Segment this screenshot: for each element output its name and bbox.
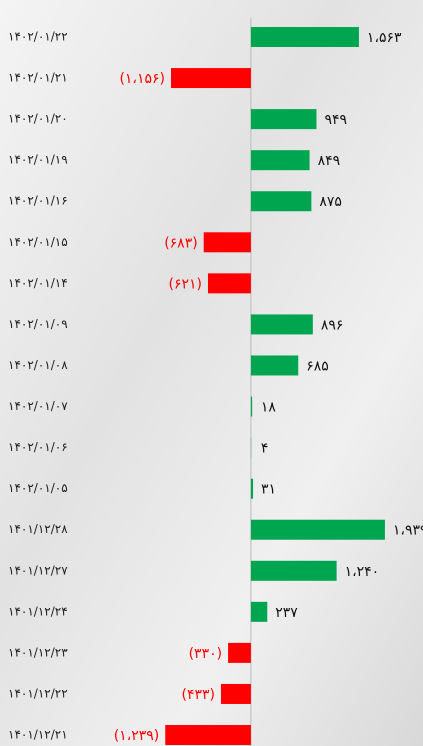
chart: ۱۴۰۲/۰۱/۲۲ ۱،۵۶۳ ۱۴۰۲/۰۱/۲۱ (۱،۱۵۶) ۱۴۰۲/۰۱/… — [0, 0, 423, 746]
category-label: ۱۴۰۲/۰۱/۲۱ — [8, 71, 68, 85]
value-label: ۱،۹۳۹ — [393, 523, 423, 539]
bar — [251, 397, 252, 417]
page: ۱۴۰۲/۰۱/۲۲ ۱،۵۶۳ ۱۴۰۲/۰۱/۲۱ (۱،۱۵۶) ۱۴۰۲/۰۱/… — [0, 0, 423, 746]
category-label: ۱۴۰۱/۱۲/۲۱ — [8, 728, 68, 742]
category-label: ۱۴۰۲/۰۱/۱۴ — [8, 276, 68, 290]
bar — [251, 602, 267, 622]
bar — [171, 68, 251, 88]
category-label: ۱۴۰۱/۱۲/۲۷ — [8, 563, 68, 577]
bar — [251, 520, 385, 540]
category-label: ۱۴۰۲/۰۱/۲۰ — [8, 112, 68, 126]
value-label: (۶۲۱) — [168, 276, 201, 292]
value-label: (۳۳۰) — [189, 646, 222, 662]
category-label: ۱۴۰۲/۰۱/۰۵ — [8, 481, 68, 495]
value-label: ۸۹۶ — [321, 317, 344, 333]
category-label: ۱۴۰۲/۰۱/۱۹ — [8, 153, 68, 167]
value-label: ۶۸۵ — [306, 358, 329, 374]
category-label: ۱۴۰۲/۰۱/۰۸ — [8, 358, 68, 372]
bar — [165, 725, 251, 745]
value-label: (۱،۲۳۹) — [114, 728, 160, 744]
value-label: ۱،۲۴۰ — [345, 564, 380, 580]
value-label: ۱،۵۶۳ — [367, 30, 402, 46]
value-label: ۸۷۵ — [319, 194, 342, 210]
bar — [251, 561, 337, 581]
category-label: ۱۴۰۱/۱۲/۲۲ — [8, 686, 68, 700]
bar — [251, 109, 317, 129]
value-label: ۲۳۷ — [275, 605, 298, 621]
bar — [221, 684, 251, 704]
category-label: ۱۴۰۲/۰۱/۱۶ — [8, 194, 68, 208]
value-label: (۶۸۳) — [164, 235, 197, 251]
category-label: ۱۴۰۲/۰۱/۲۲ — [8, 30, 68, 44]
bar — [251, 150, 310, 170]
bar — [251, 355, 298, 375]
bar — [204, 232, 251, 252]
category-label: ۱۴۰۱/۱۲/۲۸ — [8, 522, 68, 536]
category-label: ۱۴۰۲/۰۱/۰۶ — [8, 440, 68, 454]
category-label: ۱۴۰۱/۱۲/۲۴ — [8, 604, 68, 618]
value-label: ۳۱ — [261, 482, 276, 498]
bar — [251, 314, 313, 334]
category-label: ۱۴۰۱/۱۲/۲۳ — [8, 645, 68, 659]
category-label: ۱۴۰۲/۰۱/۰۷ — [8, 399, 68, 413]
value-label: ۹۴۹ — [324, 112, 347, 128]
bar — [251, 479, 253, 499]
value-label: ۱۸ — [261, 400, 277, 416]
value-label: ۴ — [261, 441, 269, 457]
value-label: (۱،۱۵۶) — [119, 71, 165, 87]
value-label: ۸۴۹ — [318, 153, 341, 169]
bar — [208, 273, 251, 293]
bar — [251, 191, 311, 211]
value-label: (۴۳۳) — [181, 687, 214, 703]
bar — [251, 27, 359, 47]
category-label: ۱۴۰۲/۰۱/۱۵ — [8, 235, 68, 249]
category-label: ۱۴۰۲/۰۱/۰۹ — [8, 317, 68, 331]
bar — [228, 643, 251, 663]
